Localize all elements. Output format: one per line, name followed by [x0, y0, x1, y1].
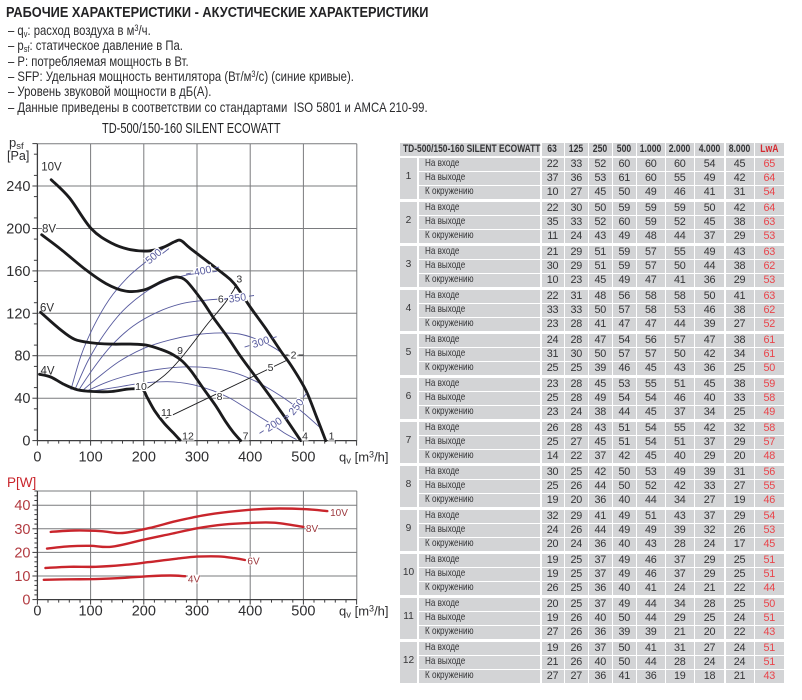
svg-text:4V: 4V	[188, 575, 201, 586]
svg-text:[Pa]: [Pa]	[7, 149, 29, 163]
svg-text:40: 40	[14, 498, 30, 514]
svg-text:P[W]: P[W]	[7, 475, 36, 490]
svg-text:100: 100	[78, 604, 102, 620]
svg-text:8V: 8V	[42, 223, 56, 235]
svg-text:300: 300	[185, 604, 209, 620]
svg-text:20: 20	[14, 545, 30, 561]
svg-text:4V: 4V	[40, 366, 54, 378]
svg-text:200: 200	[132, 450, 156, 466]
svg-text:0: 0	[33, 604, 41, 620]
svg-text:80: 80	[14, 349, 30, 365]
svg-text:6V: 6V	[40, 303, 54, 315]
svg-text:120: 120	[6, 306, 30, 322]
svg-text:qv [m3/h]: qv [m3/h]	[339, 604, 389, 621]
svg-text:10V: 10V	[330, 508, 348, 519]
svg-text:12: 12	[182, 431, 194, 443]
svg-text:400: 400	[238, 450, 262, 466]
svg-text:30: 30	[14, 522, 30, 538]
svg-text:10: 10	[135, 381, 147, 393]
svg-text:0: 0	[33, 450, 41, 466]
svg-text:qv [m3/h]: qv [m3/h]	[339, 450, 389, 467]
svg-text:240: 240	[6, 179, 30, 195]
svg-text:8: 8	[217, 391, 223, 403]
svg-text:100: 100	[78, 450, 102, 466]
svg-text:10: 10	[14, 569, 30, 585]
svg-text:40: 40	[14, 391, 30, 407]
svg-text:400: 400	[238, 604, 262, 620]
svg-text:0: 0	[22, 434, 30, 450]
svg-text:200: 200	[6, 222, 30, 238]
svg-text:5: 5	[268, 362, 274, 374]
svg-text:500: 500	[291, 450, 315, 466]
svg-text:6: 6	[218, 294, 224, 306]
svg-text:4: 4	[302, 431, 308, 443]
svg-text:300: 300	[185, 450, 209, 466]
svg-text:8V: 8V	[306, 524, 319, 535]
svg-text:400: 400	[193, 264, 213, 279]
svg-text:200: 200	[132, 604, 156, 620]
svg-text:160: 160	[6, 264, 30, 280]
svg-text:1: 1	[329, 431, 335, 443]
svg-text:10V: 10V	[41, 162, 62, 174]
svg-text:0: 0	[22, 593, 30, 609]
svg-text:2: 2	[291, 350, 297, 362]
svg-text:7: 7	[243, 431, 249, 443]
svg-text:350: 350	[228, 291, 247, 305]
svg-text:300: 300	[251, 334, 272, 351]
svg-text:11: 11	[161, 407, 172, 419]
svg-text:200: 200	[263, 415, 284, 435]
svg-text:9: 9	[177, 345, 183, 357]
svg-text:6V: 6V	[247, 557, 260, 568]
svg-text:500: 500	[291, 604, 315, 620]
svg-text:3: 3	[236, 274, 242, 286]
